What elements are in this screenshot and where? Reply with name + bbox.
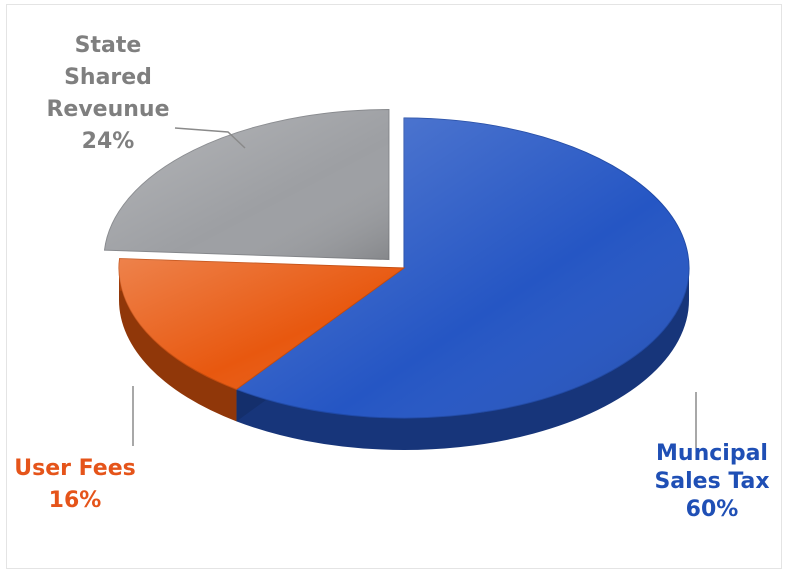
slice-label-2: State Shared Reveunue 24% — [46, 33, 169, 154]
slice-sheen-1 — [119, 258, 404, 390]
leader-lines — [132, 127, 697, 448]
slice-side-1 — [119, 268, 237, 422]
slice-percent: 24% — [82, 129, 135, 154]
pie-tops — [103, 109, 690, 419]
slice-sheen-0 — [236, 118, 689, 418]
slice-name-line: Sales Tax — [654, 469, 769, 494]
slice-name-line: Reveunue — [46, 97, 169, 122]
slice-sheen-2 — [104, 109, 389, 260]
slice-label-1: User Fees 16% — [14, 456, 135, 513]
slice-name-line: Muncipal — [656, 441, 768, 466]
slice-labels: Muncipal Sales Tax 60% User Fees 16% State Sha… — [14, 33, 769, 522]
slice-side-0 — [236, 268, 689, 450]
slice-percent: 60% — [686, 497, 739, 522]
slice-percent: 16% — [49, 488, 102, 513]
leader-line-2 — [174, 127, 246, 149]
slice-name-line: User Fees — [14, 456, 135, 481]
slice-label-0: Muncipal Sales Tax 60% — [654, 441, 769, 522]
slice-name-line: Shared — [64, 65, 152, 90]
slice-name-line: State — [75, 33, 142, 58]
